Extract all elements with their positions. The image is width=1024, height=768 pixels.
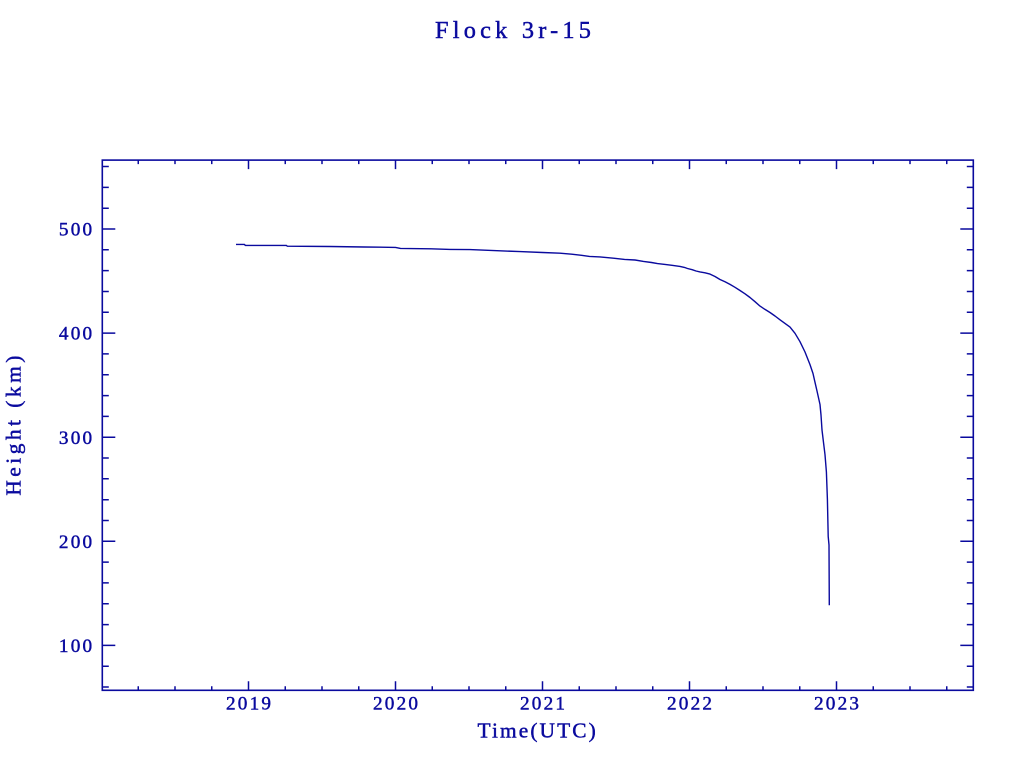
svg-text:100: 100 — [59, 636, 94, 657]
svg-text:Flock 3r-15: Flock 3r-15 — [435, 17, 595, 44]
svg-text:400: 400 — [59, 324, 94, 345]
svg-text:2023: 2023 — [814, 694, 861, 715]
svg-text:2020: 2020 — [373, 694, 420, 715]
svg-text:2021: 2021 — [520, 694, 567, 715]
svg-text:300: 300 — [59, 428, 94, 449]
svg-text:Height (km): Height (km) — [2, 352, 26, 495]
svg-text:2022: 2022 — [667, 694, 714, 715]
svg-text:500: 500 — [59, 220, 94, 241]
svg-text:2019: 2019 — [226, 694, 273, 715]
svg-text:Time(UTC): Time(UTC) — [478, 719, 598, 743]
svg-text:200: 200 — [59, 532, 94, 553]
